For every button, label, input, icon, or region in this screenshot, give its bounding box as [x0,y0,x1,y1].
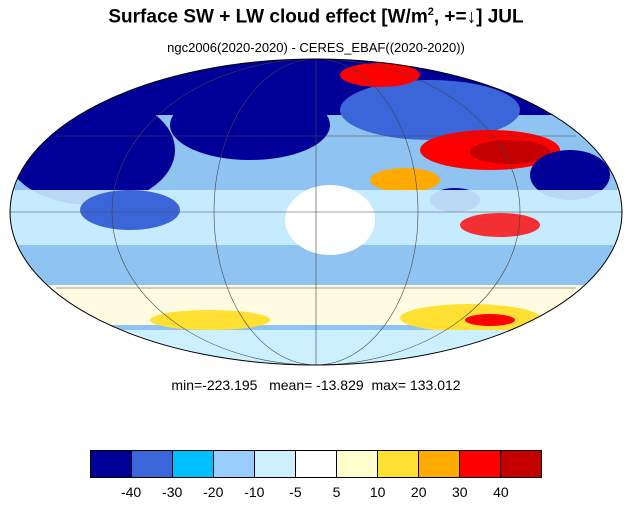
colorbar-tick-label: -10 [244,484,265,500]
north-pacific-patch [10,95,175,205]
antarctic-yellow [150,310,270,330]
colorbar-tick-label: 10 [369,484,386,500]
colorbar-tick-label: -30 [162,484,183,500]
colorbar-tick-label: 20 [410,484,427,500]
colorbar-swatch [214,451,255,477]
maritime-continent-warm [460,213,540,237]
stats-line: min=-223.195 mean= -13.829 max= 133.012 [171,377,461,393]
colorbar-tick-label: 40 [493,484,509,500]
colorbar-tick-label: -20 [203,484,224,500]
southern-ocean-hot [465,314,515,326]
colorbar-tick-label: 30 [452,484,468,500]
colorbar-swatch [419,451,460,477]
colorbar-swatch [460,451,501,477]
figure-subtitle: ngc2006(2020-2020) - CERES_EBAF((2020-20… [167,40,465,55]
colorbar-swatch [296,451,337,477]
map-outline [9,58,623,366]
colorbar [90,450,542,478]
siberia-patch [340,80,520,140]
colorbar-labels: -40 -30 -20 -10 -5 5 10 20 30 40 [0,484,632,502]
north-atlantic-patch [170,90,330,160]
arabia-warm [370,168,440,192]
arctic-warm [340,63,420,87]
colorbar-tick-label: -5 [289,484,302,500]
colorbar-tick-label: 5 [332,484,341,500]
nw-pacific-cool [530,150,610,200]
colorbar-swatch [91,451,132,477]
colorbar-swatch [173,451,214,477]
south-asia-core [470,140,550,164]
colorbar-tick-label: -40 [120,484,142,500]
figure-title: Surface SW + LW cloud effect [W/m2, +=↓]… [108,6,524,28]
colorbar-swatch [132,451,173,477]
colorbar-swatch [255,451,296,477]
colorbar-swatch [337,451,378,477]
graticule [10,58,622,366]
colorbar-swatch [378,451,419,477]
mollweide-map [9,58,623,366]
central-america-cool [80,190,180,230]
colorbar-swatch [501,451,541,477]
africa-neutral [285,185,375,255]
